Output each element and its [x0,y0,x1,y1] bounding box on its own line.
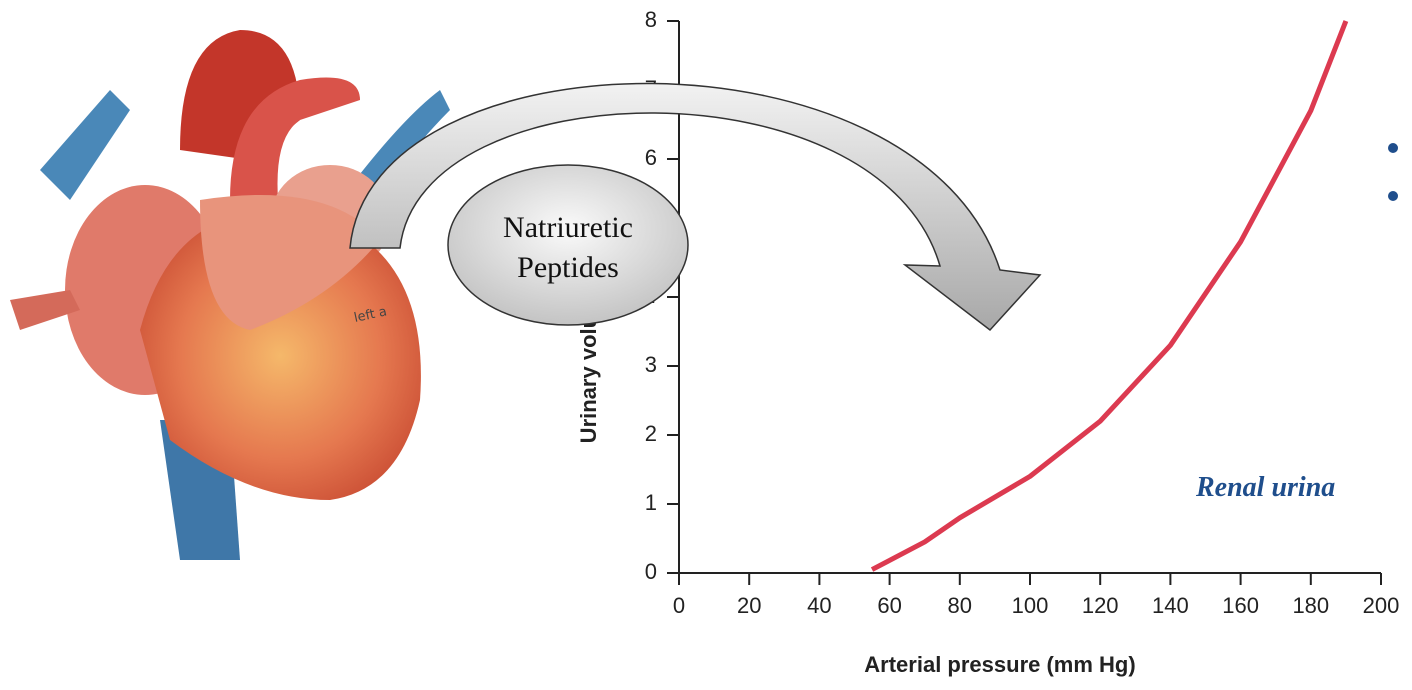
x-axis-title: Arterial pressure (mm Hg) [864,652,1135,677]
y-tick-label: 1 [645,490,657,515]
y-tick-label: 3 [645,352,657,377]
callout-ellipse [448,165,688,325]
bullet [1388,191,1398,201]
x-tick-label: 60 [877,593,901,618]
x-tick-label: 0 [673,593,685,618]
curved-arrow [350,83,1040,330]
x-tick-label: 120 [1082,593,1119,618]
slide: left a 012345678020406080100120140160180… [0,0,1412,690]
x-tick-label: 200 [1363,593,1400,618]
x-tick-label: 20 [737,593,761,618]
callout-text: Peptides [517,251,619,284]
x-tick-label: 160 [1222,593,1259,618]
x-tick-label: 80 [948,593,972,618]
callout-text: Natriuretic [503,211,633,244]
x-tick-label: 180 [1292,593,1329,618]
y-tick-label: 6 [645,145,657,170]
x-tick-label: 100 [1012,593,1049,618]
caption: Renal urina [1195,472,1335,503]
y-tick-label: 2 [645,421,657,446]
heart-illustration: left a [10,30,450,560]
y-tick-label: 0 [645,559,657,584]
bullet [1388,143,1398,153]
y-tick-label: 8 [645,7,657,32]
x-tick-label: 140 [1152,593,1189,618]
x-tick-label: 40 [807,593,831,618]
